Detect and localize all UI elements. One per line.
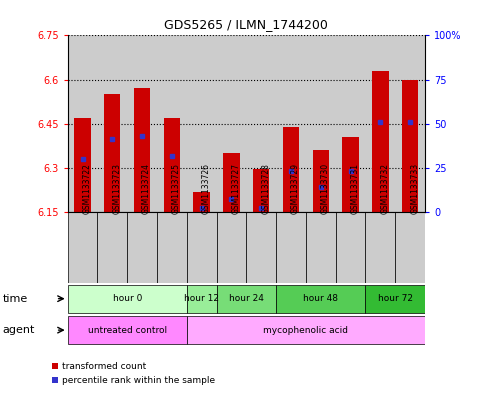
Bar: [187, 212, 216, 283]
Bar: [306, 35, 336, 212]
Bar: [127, 212, 157, 283]
Bar: [276, 212, 306, 283]
Text: hour 48: hour 48: [303, 294, 338, 303]
Bar: [223, 153, 240, 212]
Bar: [366, 212, 395, 283]
Text: untreated control: untreated control: [87, 326, 167, 334]
Bar: [276, 285, 366, 313]
Bar: [187, 316, 425, 344]
Bar: [216, 35, 246, 212]
Text: GSM1133723: GSM1133723: [112, 163, 121, 214]
Bar: [366, 35, 395, 212]
Text: GSM1133728: GSM1133728: [261, 163, 270, 214]
Bar: [127, 35, 157, 212]
Bar: [246, 35, 276, 212]
Bar: [216, 285, 276, 313]
Text: GSM1133730: GSM1133730: [321, 163, 330, 214]
Text: GSM1133731: GSM1133731: [351, 163, 359, 214]
Text: hour 72: hour 72: [378, 294, 413, 303]
Bar: [68, 316, 187, 344]
Text: GSM1133732: GSM1133732: [381, 163, 389, 214]
Text: GSM1133725: GSM1133725: [172, 163, 181, 214]
Text: GSM1133733: GSM1133733: [410, 163, 419, 214]
Text: time: time: [2, 294, 28, 304]
Bar: [372, 71, 388, 212]
Bar: [306, 212, 336, 283]
Bar: [157, 212, 187, 283]
Bar: [246, 212, 276, 283]
Bar: [134, 88, 150, 212]
Bar: [164, 118, 180, 212]
Bar: [402, 80, 418, 212]
Bar: [98, 212, 127, 283]
Bar: [336, 212, 366, 283]
Bar: [283, 127, 299, 212]
Bar: [187, 285, 216, 313]
Text: GSM1133729: GSM1133729: [291, 163, 300, 214]
Text: hour 12: hour 12: [184, 294, 219, 303]
Bar: [68, 35, 98, 212]
Text: GSM1133726: GSM1133726: [202, 163, 211, 214]
Text: mycophenolic acid: mycophenolic acid: [263, 326, 348, 334]
Bar: [104, 94, 120, 212]
Text: hour 24: hour 24: [229, 294, 264, 303]
Bar: [187, 35, 216, 212]
Legend: transformed count, percentile rank within the sample: transformed count, percentile rank withi…: [48, 359, 218, 389]
Bar: [253, 169, 270, 212]
Bar: [68, 285, 187, 313]
Bar: [276, 35, 306, 212]
Bar: [336, 35, 366, 212]
Text: GSM1133724: GSM1133724: [142, 163, 151, 214]
Bar: [395, 212, 425, 283]
Bar: [366, 285, 425, 313]
Bar: [74, 118, 91, 212]
Bar: [216, 212, 246, 283]
Bar: [157, 35, 187, 212]
Bar: [194, 192, 210, 212]
Text: hour 0: hour 0: [113, 294, 142, 303]
Text: GDS5265 / ILMN_1744200: GDS5265 / ILMN_1744200: [164, 18, 328, 31]
Bar: [395, 35, 425, 212]
Bar: [98, 35, 127, 212]
Text: GSM1133722: GSM1133722: [83, 163, 91, 214]
Bar: [342, 137, 359, 212]
Text: agent: agent: [2, 325, 35, 335]
Text: GSM1133727: GSM1133727: [231, 163, 241, 214]
Bar: [68, 212, 98, 283]
Bar: [313, 150, 329, 212]
